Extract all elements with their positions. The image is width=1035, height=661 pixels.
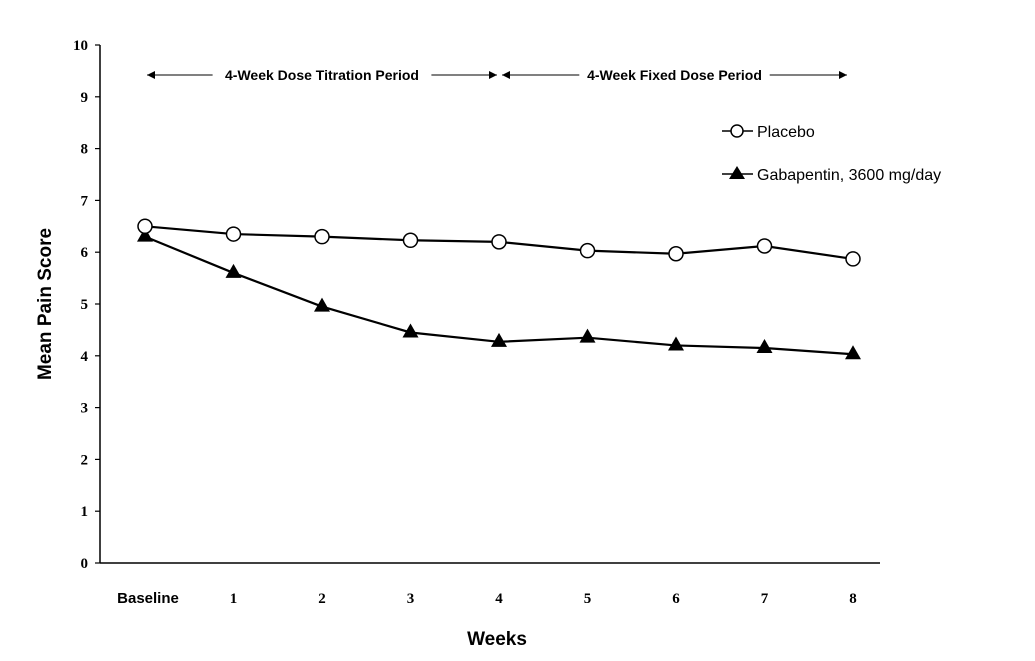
legend: Placebo Gabapentin, 3600 mg/day — [722, 124, 941, 184]
data-point-placebo — [579, 242, 596, 259]
y-tick-label: 2 — [81, 452, 89, 468]
x-tick-label: Baseline — [117, 590, 179, 607]
data-point-gabapentin — [845, 345, 861, 360]
annotation-label: 4-Week Dose Titration Period — [225, 67, 419, 83]
data-point-placebo — [137, 218, 153, 235]
annotation-label: 4-Week Fixed Dose Period — [587, 67, 762, 83]
data-point-gabapentin — [579, 328, 596, 343]
y-tick-label: 4 — [81, 349, 89, 365]
x-tick-label: 8 — [849, 591, 857, 607]
data-point-placebo — [402, 232, 419, 249]
y-tick-label: 9 — [81, 90, 89, 106]
legend-marker-placebo — [730, 124, 744, 138]
y-axis-label: Mean Pain Score — [35, 228, 56, 380]
x-tick-label: 1 — [230, 591, 238, 607]
data-point-gabapentin — [756, 339, 773, 354]
data-point-placebo — [225, 226, 242, 242]
x-tick-label: 5 — [584, 591, 592, 607]
legend-label-gabapentin: Gabapentin, 3600 mg/day — [757, 167, 941, 184]
data-point-gabapentin — [137, 227, 153, 242]
y-tick-label: 0 — [81, 556, 89, 572]
x-tick-label: 4 — [495, 591, 503, 607]
x-tick-label: 2 — [318, 591, 326, 607]
y-tick-label: 8 — [81, 142, 89, 158]
y-tick-label: 5 — [81, 297, 89, 313]
data-point-gabapentin — [668, 336, 684, 351]
data-point-gabapentin — [314, 297, 330, 312]
data-point-gabapentin — [225, 263, 242, 278]
legend-label-placebo: Placebo — [757, 124, 815, 141]
data-point-placebo — [491, 234, 507, 250]
x-tick-label: 7 — [761, 591, 769, 607]
x-tick-label: 6 — [672, 591, 680, 607]
x-axis-label: Weeks — [467, 629, 527, 650]
data-point-placebo — [668, 246, 684, 262]
y-tick-label: 7 — [81, 193, 89, 209]
data-point-gabapentin — [491, 332, 507, 347]
data-point-placebo — [756, 238, 773, 254]
y-tick-label: 3 — [81, 401, 89, 417]
data-point-placebo — [845, 251, 861, 267]
y-tick-label: 1 — [81, 504, 89, 520]
x-tick-label: 3 — [407, 591, 415, 607]
y-tick-label: 10 — [73, 38, 88, 54]
legend-marker-gabapentin — [729, 166, 745, 179]
data-point-placebo — [314, 228, 330, 245]
y-tick-label: 6 — [81, 245, 89, 261]
data-point-gabapentin — [402, 323, 419, 338]
